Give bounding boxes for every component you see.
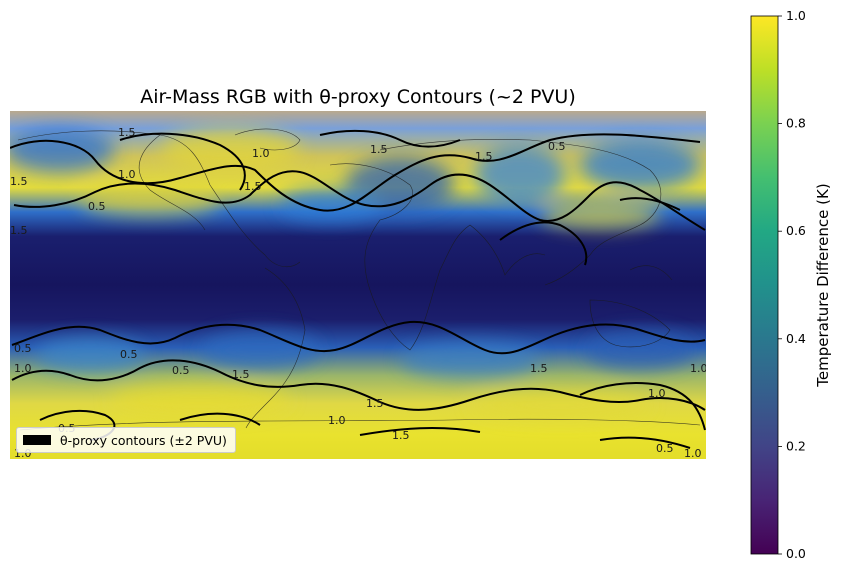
contour-label: 1.0 [690, 362, 708, 375]
contour-label: 0.5 [172, 364, 190, 377]
contour-label: 1.5 [118, 126, 136, 139]
colorbar-label: Temperature Difference (K) [814, 183, 832, 387]
contour-label: 1.5 [392, 429, 410, 442]
colorbar-tick-label: 0.6 [786, 223, 806, 238]
colorbar-tick-label: 0.8 [786, 116, 806, 131]
contour-label: 0.5 [88, 200, 106, 213]
contour-label: 1.0 [118, 168, 136, 181]
coastlines [17, 128, 701, 431]
theta-contours [10, 129, 706, 449]
contour-label: 0.5 [14, 342, 32, 355]
legend-label: θ-proxy contours (±2 PVU) [60, 432, 227, 448]
contour-label: 1.5 [370, 143, 388, 156]
contour-label: 1.0 [684, 447, 702, 460]
chart-title: Air-Mass RGB with θ-proxy Contours (~2 P… [140, 86, 576, 108]
colorbar-gradient [750, 15, 779, 555]
contour-label: 1.5 [232, 368, 250, 381]
contour-label: 1.5 [244, 180, 262, 193]
contour-label: 1.5 [530, 362, 548, 375]
map-area: 1.5 1.5 1.5 1.5 1.0 1.5 0.5 1.5 0.5 0.5 … [10, 111, 708, 460]
colorbar-tick-label: 0.0 [786, 546, 806, 561]
contour-label: 1.0 [14, 362, 32, 375]
colorbar-tick-label: 0.2 [786, 438, 806, 453]
contour-label: 0.5 [548, 140, 566, 153]
contour-label: 1.5 [475, 150, 493, 163]
colorbar-tick-label: 0.4 [786, 331, 806, 346]
contour-label: 0.5 [120, 348, 138, 361]
contour-label: 0.5 [656, 442, 674, 455]
contour-label: 1.0 [252, 147, 270, 160]
contour-label: 1.0 [328, 414, 346, 427]
colorbar: 0.0 0.2 0.4 0.6 0.8 1.0 Temperature Diff… [750, 8, 832, 561]
colorbar-tick-labels: 0.0 0.2 0.4 0.6 0.8 1.0 [786, 8, 806, 561]
contour-label: 1.0 [648, 387, 666, 400]
contour-label: 1.5 [10, 224, 28, 237]
legend-swatch [23, 435, 51, 445]
contour-label: 1.5 [366, 397, 384, 410]
legend: θ-proxy contours (±2 PVU) [16, 427, 236, 453]
contour-labels: 1.5 1.5 1.5 1.5 1.0 1.5 0.5 1.5 0.5 0.5 … [10, 126, 708, 460]
contour-label: 1.5 [10, 175, 28, 188]
colorbar-tick-label: 1.0 [786, 8, 806, 23]
colorbar-ticks [778, 15, 782, 555]
